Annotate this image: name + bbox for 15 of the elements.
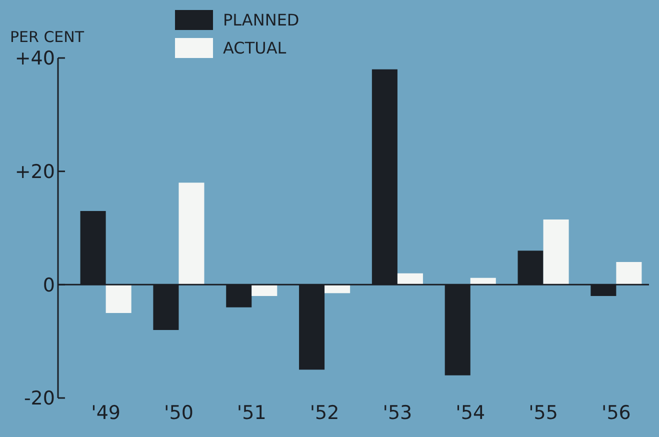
y-tick-label: +40 <box>14 48 55 70</box>
legend-label: PLANNED <box>223 10 300 30</box>
y-tick-label: 0 <box>42 274 55 296</box>
x-tick-label: '50 <box>164 402 194 424</box>
x-tick-label: '52 <box>310 402 340 424</box>
x-tick-label: '56 <box>601 402 631 424</box>
x-tick-label: '51 <box>236 402 266 424</box>
legend-label: ACTUAL <box>223 38 286 58</box>
x-tick-label: '49 <box>91 402 121 424</box>
y-tick-label: +20 <box>14 160 55 183</box>
y-tick-label: -20 <box>24 388 55 410</box>
y-axis-title: PER CENT <box>10 28 85 46</box>
x-tick-label: '54 <box>456 402 486 424</box>
x-tick-label: '55 <box>528 402 558 424</box>
x-tick-label: '53 <box>382 402 412 424</box>
